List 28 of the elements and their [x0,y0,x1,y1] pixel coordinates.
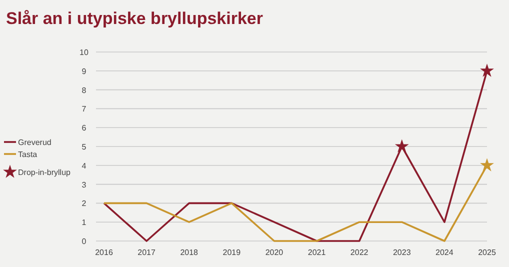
x-tick-label: 2018 [180,248,199,257]
y-tick-label: 2 [82,199,87,208]
y-tick-label: 9 [82,66,87,76]
x-tick-label: 2016 [95,248,114,257]
y-tick-label: 1 [82,218,87,228]
point [480,64,494,77]
x-tick-label: 2024 [436,248,454,257]
y-tick-label: 5 [82,142,87,152]
x-tick-label: 2022 [350,248,369,257]
x-tick-label: 2021 [308,248,326,257]
point [394,139,409,152]
x-tick-label: 2025 [478,248,496,257]
legend-label: Greverud [18,138,52,147]
point [480,158,494,172]
x-tick-label: 2020 [265,248,284,257]
chart-title: Slår an i utypiske bryllupskirker [6,9,264,28]
y-tick-label: 4 [82,161,87,170]
y-tick-label: 8 [82,86,87,95]
y-tick-label: 10 [80,48,89,57]
legend-label: Drop-in-bryllup [18,168,72,177]
x-tick-label: 2019 [222,248,242,257]
y-tick-label: 3 [82,180,87,190]
y-tick-label: 0 [82,237,87,246]
y-tick-label: 7 [82,104,87,114]
legend-label: Tasta [18,150,38,159]
x-tick-label: 2023 [392,248,412,257]
x-tick-label: 2017 [138,248,156,257]
y-tick-label: 6 [82,124,87,133]
